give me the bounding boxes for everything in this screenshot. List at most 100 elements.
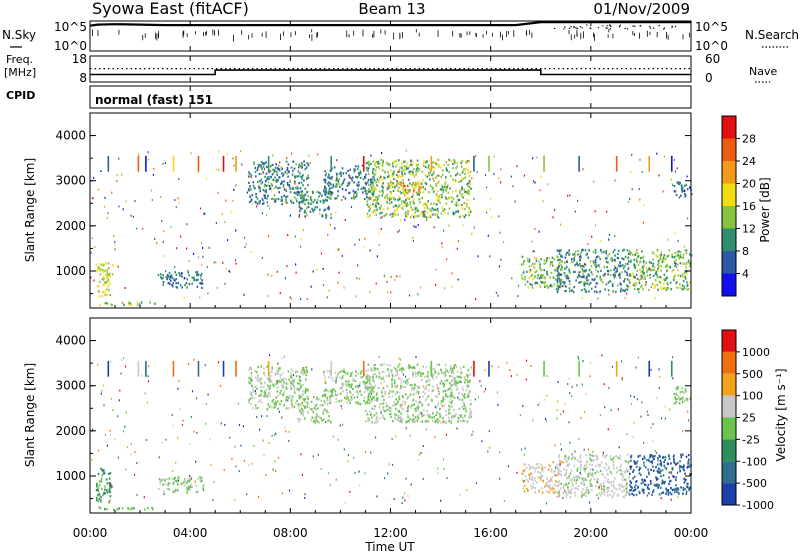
heatmap-cell (662, 456, 664, 459)
heatmap-cell (565, 468, 568, 472)
heatmap-cell (442, 421, 444, 424)
nsky-line (89, 21, 691, 27)
heatmap-cell (628, 279, 630, 282)
heatmap-cell (97, 290, 100, 293)
heatmap-cell (471, 177, 473, 180)
heatmap-cell (636, 474, 638, 477)
heatmap-cell (584, 477, 586, 480)
heatmap-cell (615, 455, 618, 458)
heatmap-cell (670, 498, 672, 501)
heatmap-cell (91, 197, 94, 200)
heatmap-cell (420, 420, 422, 423)
heatmap-cell (300, 190, 302, 193)
heatmap-cell (422, 372, 425, 375)
heatmap-cell (329, 177, 332, 180)
heatmap-cell (254, 200, 257, 203)
heatmap-cell (352, 379, 354, 382)
heatmap-cell (383, 363, 385, 366)
heatmap-cell (619, 465, 621, 468)
heatmap-cell (380, 175, 382, 178)
heatmap-cell (134, 473, 136, 476)
heatmap-cell (685, 492, 688, 495)
heatmap-cell (187, 363, 189, 366)
heatmap-cell (353, 181, 355, 184)
heatmap-cell (661, 479, 664, 482)
heatmap-cell (328, 190, 330, 193)
heatmap-cell (306, 214, 308, 217)
heatmap-cell (390, 169, 392, 172)
heatmap-cell (621, 479, 624, 482)
heatmap-cell (348, 183, 350, 186)
heatmap-cell (389, 409, 392, 412)
heatmap-cell (666, 255, 669, 258)
heatmap-cell (555, 267, 557, 271)
heatmap-cell (193, 278, 195, 281)
heatmap-cell (678, 250, 680, 253)
heatmap-cell (636, 252, 638, 255)
heatmap-cell (617, 408, 619, 411)
heatmap-cell (187, 477, 190, 480)
heatmap-cell (449, 187, 451, 190)
heatmap-cell (460, 420, 462, 423)
heatmap-cell (348, 399, 350, 402)
heatmap-cell (109, 429, 111, 432)
heatmap-cell (479, 380, 481, 383)
heatmap-cell (425, 380, 428, 383)
heatmap-cell (392, 214, 394, 217)
heatmap-cell (407, 189, 409, 192)
heatmap-cell (243, 459, 245, 462)
heatmap-cell (403, 191, 406, 194)
heatmap-cell (426, 413, 429, 417)
heatmap-cell (598, 487, 600, 490)
heatmap-cell (383, 176, 386, 180)
heatmap-cell (652, 423, 654, 426)
heatmap-cell (291, 380, 294, 384)
heatmap-cell (626, 487, 628, 490)
heatmap-cell (235, 184, 237, 187)
heatmap-cell (417, 401, 420, 404)
heatmap-cell (307, 163, 310, 166)
heatmap-cell (107, 273, 110, 276)
heatmap-cell (178, 271, 180, 274)
heatmap-cell (451, 375, 454, 378)
heatmap-cell (321, 395, 324, 398)
heatmap-cell (393, 379, 396, 382)
heatmap-cell (382, 395, 385, 398)
heatmap-cell (316, 198, 319, 201)
heatmap-cell (641, 401, 643, 404)
heatmap-cell (287, 163, 290, 166)
heatmap-cell (418, 453, 420, 456)
heatmap-cell (541, 469, 544, 472)
heatmap-cell (585, 393, 587, 395)
heatmap-cell (442, 209, 444, 212)
heatmap-cell (589, 458, 592, 461)
heatmap-cell (409, 365, 411, 368)
heatmap-cell (261, 197, 264, 200)
heatmap-cell (251, 385, 254, 388)
heatmap-cell (276, 369, 279, 372)
heatmap-cell (300, 200, 302, 204)
heatmap-cell (556, 279, 559, 283)
heatmap-cell (374, 405, 376, 408)
heatmap-cell (413, 225, 415, 228)
heatmap-cell (640, 278, 642, 280)
heatmap-cell (372, 160, 375, 163)
heatmap-cell (566, 260, 568, 264)
heatmap-cell (468, 193, 471, 196)
heatmap-cell (260, 164, 262, 167)
heatmap-cell (134, 451, 136, 454)
heatmap-cell (348, 191, 350, 195)
heatmap-cell (328, 196, 330, 199)
heatmap-cell (397, 170, 399, 173)
heatmap-cell (435, 184, 438, 187)
heatmap-cell (612, 456, 615, 459)
heatmap-cell (667, 287, 670, 290)
heatmap-cell (264, 175, 266, 178)
heatmap-cell (405, 167, 408, 170)
heatmap-cell (396, 180, 398, 183)
heatmap-cell (417, 417, 420, 420)
heatmap-cell (461, 398, 464, 401)
heatmap-cell (469, 208, 472, 211)
heatmap-cell (424, 188, 426, 191)
heatmap-cell (326, 195, 328, 199)
